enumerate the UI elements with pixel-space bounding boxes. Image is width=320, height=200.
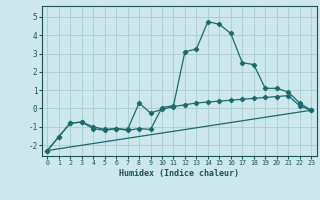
X-axis label: Humidex (Indice chaleur): Humidex (Indice chaleur) <box>119 169 239 178</box>
